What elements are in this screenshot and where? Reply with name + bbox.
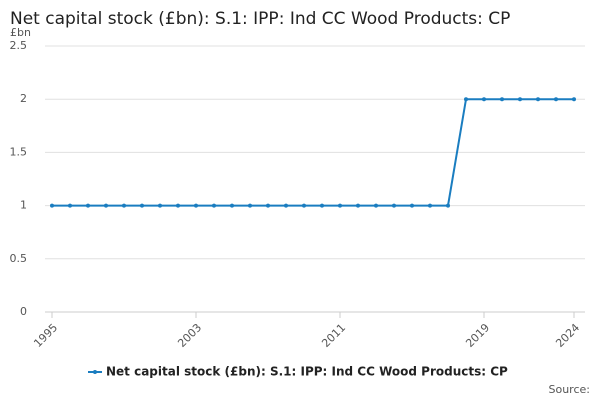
point bbox=[122, 203, 126, 208]
x-tick-label: 1995 bbox=[31, 321, 60, 350]
x-tick-label: 2024 bbox=[553, 321, 582, 350]
y-tick-label: 2.5 bbox=[10, 39, 28, 52]
point bbox=[572, 97, 576, 102]
point bbox=[428, 203, 432, 208]
point bbox=[482, 97, 486, 102]
point bbox=[230, 203, 234, 208]
point bbox=[194, 203, 198, 208]
chart-title: Net capital stock (£bn): S.1: IPP: Ind C… bbox=[10, 9, 510, 29]
point bbox=[140, 203, 144, 208]
point bbox=[356, 203, 360, 208]
point bbox=[536, 97, 540, 102]
x-tick-label: 2011 bbox=[319, 321, 348, 350]
y-tick-label: 1 bbox=[20, 199, 27, 212]
point bbox=[284, 203, 288, 208]
point bbox=[302, 203, 306, 208]
y-tick-label: 2 bbox=[20, 92, 27, 105]
legend-marker bbox=[93, 370, 97, 374]
point bbox=[248, 203, 252, 208]
point bbox=[266, 203, 270, 208]
point bbox=[392, 203, 396, 208]
point bbox=[158, 203, 162, 208]
point bbox=[68, 203, 72, 208]
source: Source: bbox=[549, 383, 591, 396]
series-line bbox=[52, 98, 574, 207]
point bbox=[176, 203, 180, 208]
point bbox=[86, 203, 90, 208]
legend-label: Net capital stock (£bn): S.1: IPP: Ind C… bbox=[106, 365, 508, 379]
point bbox=[104, 203, 108, 208]
point bbox=[212, 203, 216, 208]
point bbox=[518, 97, 522, 102]
point bbox=[410, 203, 414, 208]
y-tick-label: 1.5 bbox=[10, 145, 28, 158]
y-tick-label: 0.5 bbox=[10, 252, 28, 265]
point bbox=[464, 97, 468, 102]
y-tick-label: 0 bbox=[20, 305, 27, 318]
point bbox=[338, 203, 342, 208]
x-tick-label: 2019 bbox=[463, 321, 492, 350]
point bbox=[50, 203, 54, 208]
y-unit-label: £bn bbox=[10, 26, 31, 39]
point bbox=[374, 203, 378, 208]
point bbox=[554, 97, 558, 102]
point bbox=[446, 203, 450, 208]
x-tick-label: 2003 bbox=[175, 321, 204, 350]
point bbox=[320, 203, 324, 208]
point bbox=[500, 97, 504, 102]
